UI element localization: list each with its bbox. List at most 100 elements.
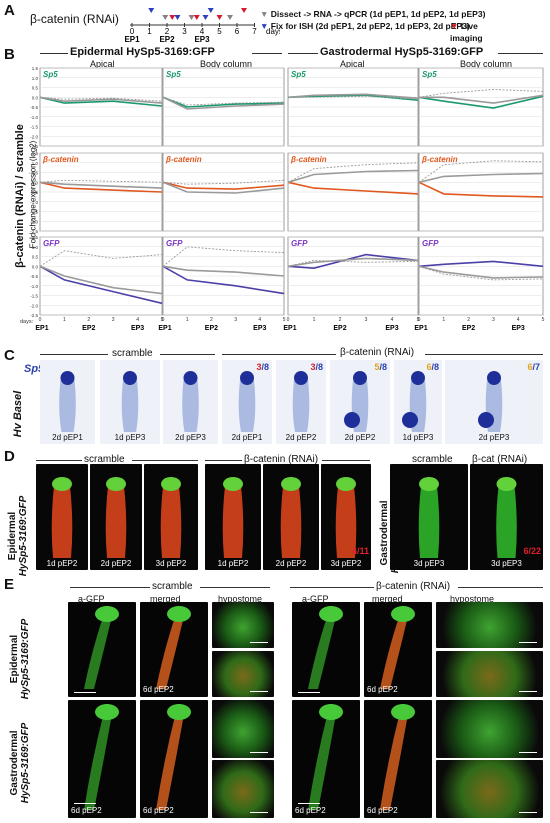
scale-bar bbox=[74, 692, 96, 693]
hydra-live-drawing bbox=[280, 477, 302, 558]
hydra-head-stain bbox=[294, 371, 308, 385]
y-tick-label: 0.5 bbox=[32, 171, 39, 176]
series-line bbox=[418, 265, 544, 281]
hydra-confocal-drawing bbox=[156, 606, 191, 689]
hydra-head-stain bbox=[240, 371, 254, 385]
panel-b-subchart: β-catenin bbox=[287, 152, 419, 232]
ep-tick-label: EP1 bbox=[283, 325, 296, 332]
c-rnai-line-2 bbox=[425, 354, 543, 355]
legend-triangle-grey-icon: ▼ bbox=[260, 9, 269, 19]
series-line bbox=[418, 265, 544, 279]
hydra-head-gfp bbox=[52, 477, 72, 491]
subchart-gene-label: GFP bbox=[422, 239, 439, 248]
hydra-ish-drawing bbox=[402, 371, 427, 432]
series-line bbox=[418, 160, 544, 183]
hydra-body-shape bbox=[280, 486, 302, 558]
x-tick-label: 0 bbox=[39, 317, 42, 323]
hydra-head-gfp bbox=[223, 477, 243, 491]
panel-b-subchart: β-catenin bbox=[162, 152, 285, 232]
series-line bbox=[418, 89, 544, 98]
panel-d-ylabel: Epidermal HySp5-3169:GFP bbox=[7, 481, 29, 591]
hydra-body-shape bbox=[121, 380, 139, 432]
group-epidermal-label: Epidermal HySp5-3169:GFP bbox=[70, 46, 215, 58]
fraction-numerator: 3 bbox=[310, 362, 316, 372]
ectopic-head-stain bbox=[402, 412, 418, 428]
e-row1-ylabel-line2: HySp5-3169:GFP bbox=[20, 618, 31, 700]
panel-b-subchart: Sp5 bbox=[162, 67, 285, 147]
panel-d-right-scramble: scramble bbox=[412, 454, 453, 465]
hydra-live-drawing bbox=[496, 477, 517, 558]
e-row2-ylabel-line2: HySp5-3169:GFP bbox=[20, 722, 31, 804]
image-caption: 6d pEP2 bbox=[143, 685, 174, 694]
series-line bbox=[287, 257, 419, 268]
d-scramble-line-2 bbox=[132, 460, 198, 461]
scale-bar bbox=[519, 642, 537, 643]
hydra-body-shape bbox=[156, 712, 184, 810]
x-tick-label: 0 bbox=[287, 317, 290, 323]
hydra-body-shape bbox=[380, 712, 408, 810]
timeline-tick-label: 3 bbox=[182, 27, 187, 36]
fraction-denominator: /8 bbox=[261, 362, 269, 372]
legend-qpcr-text: Dissect -> RNA -> qPCR (1d pEP1, 1d pEP2… bbox=[270, 9, 486, 19]
series-line bbox=[418, 181, 544, 198]
y-tick-label: 1.5 bbox=[32, 66, 39, 71]
ep-tick-label: EP3 bbox=[512, 325, 525, 332]
series-line bbox=[162, 96, 285, 110]
y-tick-label: 1.5 bbox=[32, 235, 39, 240]
c-scramble-line-2 bbox=[160, 354, 215, 355]
scale-bar bbox=[519, 691, 537, 692]
hydra-head-gfp bbox=[391, 704, 415, 720]
subchart-gene-label: Sp5 bbox=[422, 70, 437, 79]
y-tick-label: -2.5 bbox=[30, 313, 38, 318]
e-col-label-hypostome-1: hypostome bbox=[218, 594, 263, 604]
image-fraction: 6/8 bbox=[426, 362, 439, 372]
hydra-body-shape bbox=[496, 486, 517, 558]
legend-live-text: Live imaging bbox=[450, 21, 483, 43]
panel-e-row2-ylabel: Gastrodermal HySp5-3169:GFP bbox=[9, 708, 31, 818]
timeline-tick-label: 2 bbox=[165, 27, 170, 36]
hypostome-image bbox=[436, 651, 543, 697]
hydra-head-stain bbox=[123, 371, 137, 385]
d-ylabel-line2: HySp5-3169:GFP bbox=[18, 495, 29, 577]
x-tick-label: 5 bbox=[283, 317, 286, 323]
timeline-tick-label: 5 bbox=[217, 27, 222, 36]
series-line bbox=[39, 250, 163, 267]
hydra-confocal-drawing bbox=[156, 704, 191, 810]
hypostome-image bbox=[212, 651, 274, 697]
c-scramble-line-1 bbox=[40, 354, 108, 355]
timeline-marker-icon bbox=[216, 15, 223, 20]
e-scramble-line-2 bbox=[200, 587, 270, 588]
timeline-tick-label: 4 bbox=[200, 27, 205, 36]
ep-tick-label: EP2 bbox=[333, 325, 346, 332]
panel-a-title: β-catenin (RNAi) bbox=[30, 12, 119, 26]
image-caption: 6d pEP2 bbox=[367, 806, 398, 815]
e-col-label-agfp-1: a-GFP bbox=[78, 594, 105, 604]
hydra-ish-drawing bbox=[121, 371, 139, 432]
panel-e-scramble-label: scramble bbox=[152, 581, 193, 592]
panel-b-subchart: Sp5 bbox=[418, 67, 544, 147]
image-caption: 2d pEP1 bbox=[52, 433, 83, 442]
scale-bar bbox=[250, 812, 268, 813]
subgroup-body-2: Body column bbox=[460, 59, 513, 69]
panel-b-subchart: Sp5 bbox=[287, 67, 419, 147]
scale-bar bbox=[519, 752, 537, 753]
image-caption: 2d pEP3 bbox=[478, 433, 510, 442]
hydra-ish-drawing bbox=[238, 371, 256, 432]
x-tick-label: 4 bbox=[391, 317, 394, 323]
image-fraction: 3/8 bbox=[256, 362, 269, 372]
series-line bbox=[39, 179, 163, 183]
hydra-body-shape bbox=[156, 614, 184, 689]
hydra-body-shape bbox=[222, 486, 244, 558]
scale-bar bbox=[250, 691, 268, 692]
x-tick-label: 4 bbox=[517, 317, 520, 323]
series-line bbox=[287, 169, 419, 184]
e-row1-ylabel-line1: Epidermal bbox=[9, 634, 20, 684]
x-tick-label: 1 bbox=[63, 317, 66, 323]
d-right-ylabel-line1: Gastrodermal bbox=[379, 500, 390, 566]
d-scramble-line-1 bbox=[36, 460, 82, 461]
hydra-head-stain bbox=[411, 371, 425, 385]
timeline-marker-icon bbox=[174, 15, 181, 20]
e-col-label-hypostome-2: hypostome bbox=[450, 594, 495, 604]
hydra-head-gfp bbox=[319, 606, 343, 622]
